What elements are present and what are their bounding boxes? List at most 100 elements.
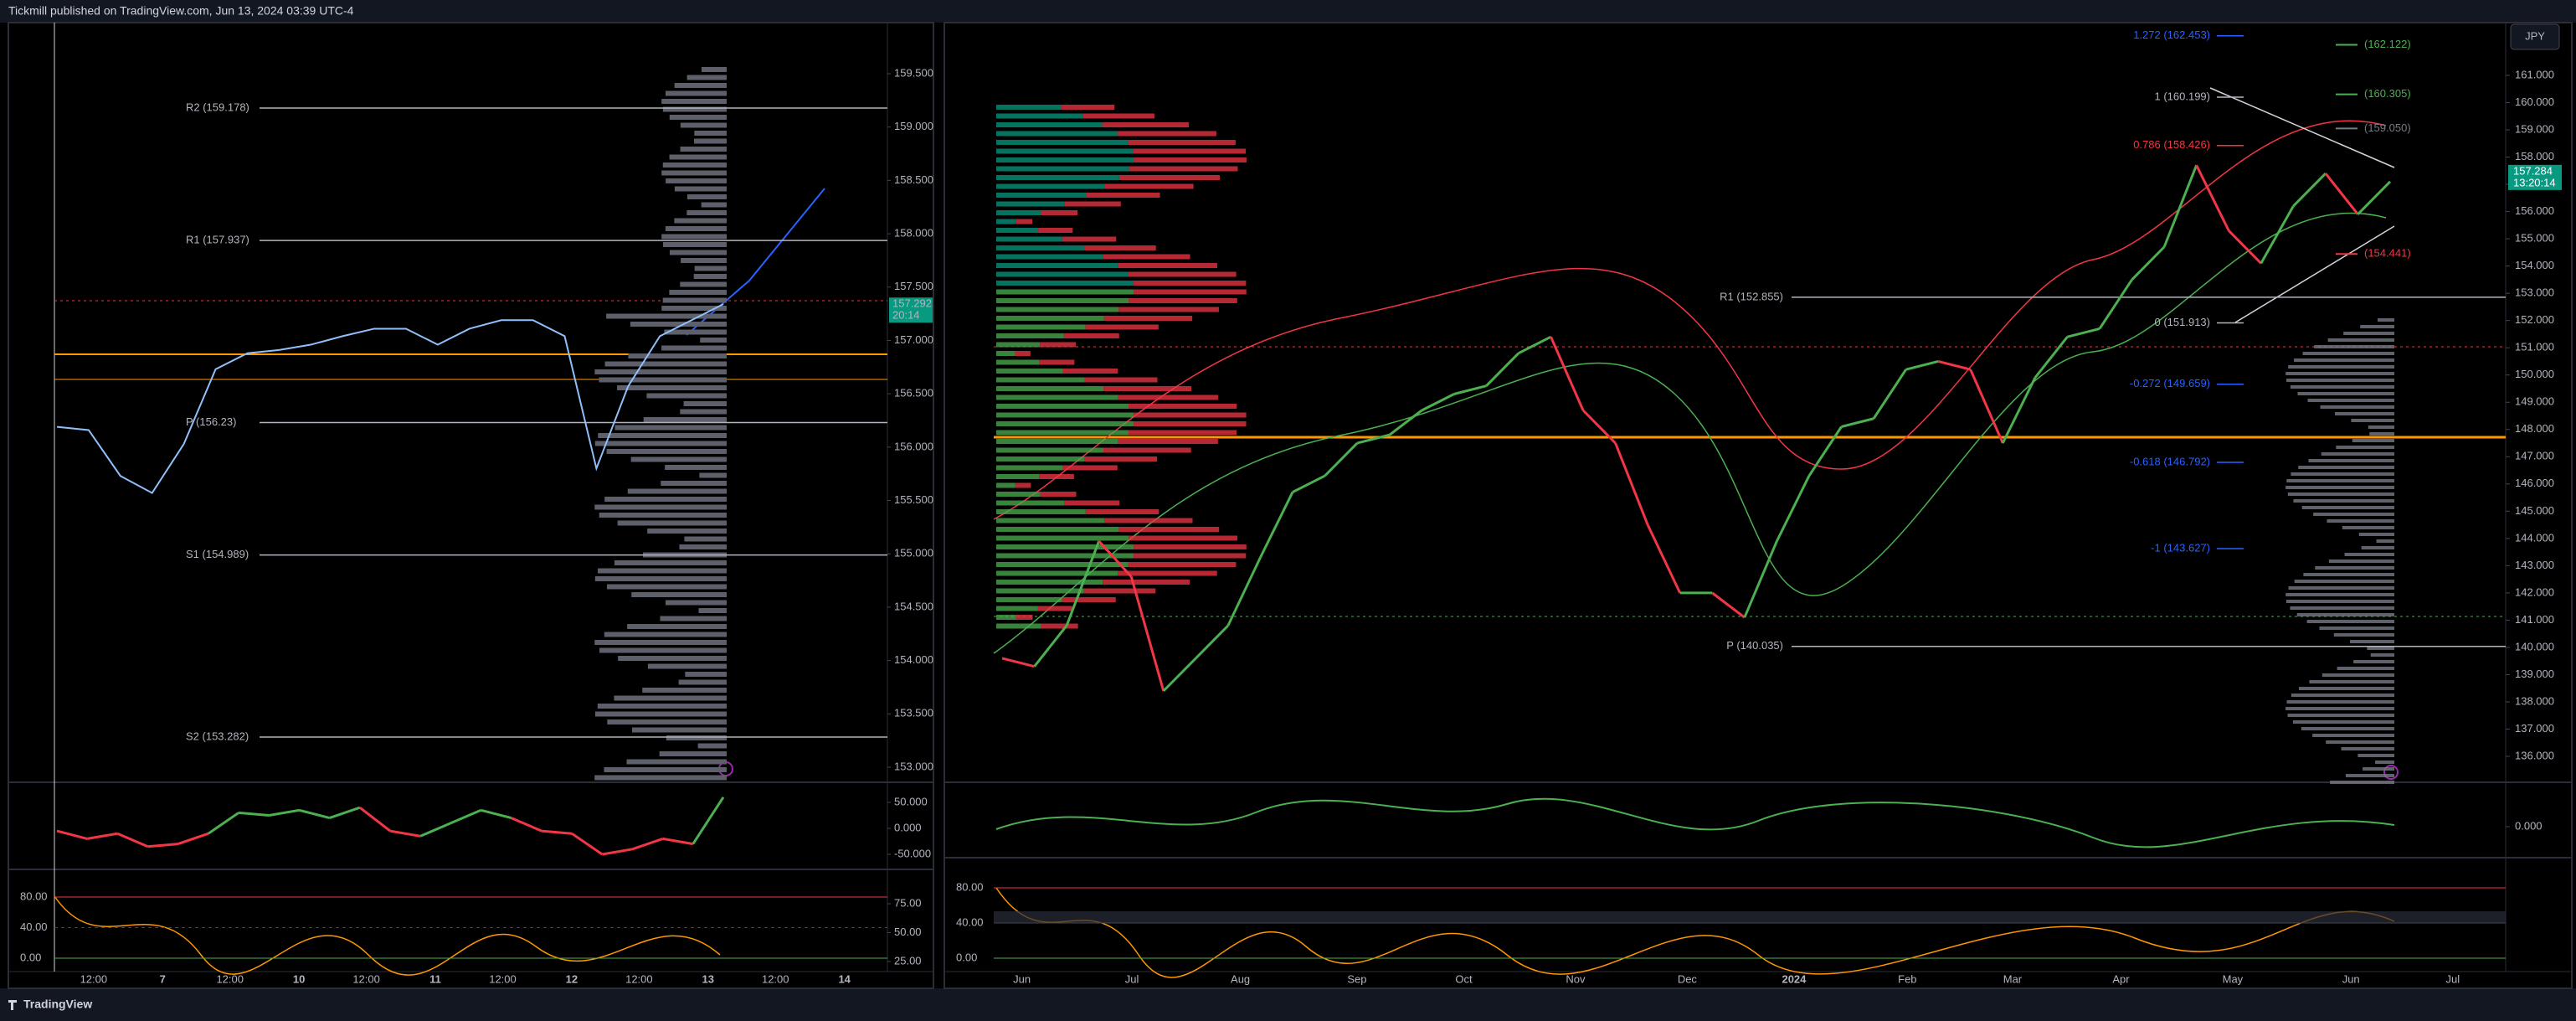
volume-profile: [1103, 254, 1190, 260]
price-tick-label: 156.500: [894, 387, 933, 400]
volume-profile: [614, 560, 727, 565]
volume-profile: [1134, 289, 1247, 295]
price-tick-label: 155.000: [894, 547, 933, 559]
volume-profile: [607, 719, 727, 724]
volume-profile: [1128, 430, 1237, 436]
volume-profile: [1084, 456, 1158, 462]
volume-profile: [647, 529, 727, 534]
volume-profile: [996, 544, 1134, 549]
volume-profile: [1086, 193, 1160, 198]
volume-profile: [1134, 421, 1247, 426]
trendline: [2209, 87, 2395, 323]
pivot-label: R1 (157.937): [186, 234, 249, 246]
volume-profile: [996, 465, 1063, 471]
volume-profile: [666, 90, 727, 96]
osc-tick-label: 0.000: [2515, 819, 2543, 832]
volume-profile: [996, 201, 1065, 207]
price-segment: [1841, 417, 1874, 428]
volume-profile: [996, 228, 1039, 233]
price-tick-label: 154.500: [894, 600, 933, 612]
time-label: Aug: [1231, 972, 1250, 985]
volume-profile: [618, 656, 727, 661]
header-bar: [0, 0, 2576, 23]
pivot-label: P (156.23): [186, 415, 236, 428]
volume-profile: [996, 509, 1086, 514]
volume-profile: [685, 672, 727, 677]
volume-profile: [604, 767, 727, 772]
price-tick-label: 156.000: [894, 440, 933, 452]
volume-profile: [2327, 338, 2394, 342]
volume-profile: [662, 297, 727, 303]
volume-profile: [599, 647, 727, 653]
currency-button[interactable]: [2510, 23, 2560, 50]
time-label: 14: [838, 972, 851, 985]
time-label: Feb: [1898, 972, 1916, 985]
band-upper: [993, 120, 2387, 520]
band-lower: [993, 212, 2387, 654]
currency-label[interactable]: JPY: [2525, 29, 2545, 42]
alert-icon[interactable]: [2383, 765, 2399, 780]
price-segment: [1162, 657, 1197, 693]
volume-profile: [2315, 566, 2394, 570]
volume-profile: [674, 186, 727, 192]
price-tick-label: 142.000: [2515, 585, 2554, 598]
volume-profile: [1064, 201, 1121, 207]
volume-profile: [1039, 359, 1075, 365]
osc-tick-label: 50.000: [894, 795, 928, 807]
price-tick-label: 145.000: [2515, 504, 2554, 517]
volume-profile: [2297, 392, 2394, 395]
price-segment: [1453, 384, 1487, 395]
header-text: Tickmill published on TradingView.com, J…: [8, 4, 354, 18]
volume-profile: [700, 338, 727, 343]
price-segment: [1129, 575, 1165, 692]
volume-profile: [630, 456, 727, 462]
volume-profile: [996, 351, 1015, 356]
fib-label: 0 (151.913): [2155, 316, 2211, 328]
footer-brand[interactable]: TradingView: [23, 998, 92, 1011]
volume-profile: [2369, 432, 2394, 436]
volume-profile: [2375, 761, 2394, 764]
price-tick-label: 153.000: [2515, 286, 2554, 299]
volume-profile: [1129, 535, 1237, 541]
pivot-label: R1 (152.855): [1720, 290, 1783, 302]
volume-profile: [697, 743, 727, 749]
volume-profile: [661, 345, 727, 351]
price-tick-label: 141.000: [2515, 613, 2554, 626]
volume-profile: [1133, 148, 1247, 154]
osc-segment: [299, 808, 331, 820]
volume-profile: [606, 584, 727, 590]
price-segment: [1614, 442, 1649, 526]
volume-profile: [681, 258, 727, 263]
volume-profile: [2349, 640, 2394, 643]
price-segment: [1421, 393, 1455, 412]
price-tag: [2508, 164, 2562, 190]
volume-profile: [996, 131, 1118, 137]
volume-profile: [2351, 419, 2394, 422]
price-segment: [1485, 352, 1519, 387]
volume-profile: [666, 735, 727, 740]
volume-profile: [1039, 474, 1074, 479]
volume-profile: [597, 704, 727, 709]
time-label: Sep: [1347, 972, 1366, 985]
volume-profile: [631, 727, 727, 733]
volume-profile: [2361, 546, 2394, 549]
osc-segment: [269, 808, 300, 817]
volume-profile: [996, 623, 1041, 629]
osc-tick-label: 75.00: [894, 896, 922, 909]
volume-profile: [1085, 324, 1159, 330]
volume-profile: [647, 663, 727, 669]
volume-profile: [1062, 597, 1116, 602]
price-tick-label: 144.000: [2515, 531, 2554, 544]
price-segment: [2324, 173, 2359, 215]
volume-profile: [2360, 325, 2394, 328]
osc-segment: [238, 811, 270, 817]
volume-profile: [2358, 533, 2394, 536]
volume-profile: [686, 194, 727, 199]
volume-profile: [2343, 332, 2394, 335]
volume-profile: [678, 679, 727, 685]
time-label: 12:00: [216, 972, 244, 985]
price-segment: [2195, 164, 2230, 232]
volume-profile: [1103, 316, 1193, 321]
pivot-label: S1 (154.989): [186, 548, 249, 560]
